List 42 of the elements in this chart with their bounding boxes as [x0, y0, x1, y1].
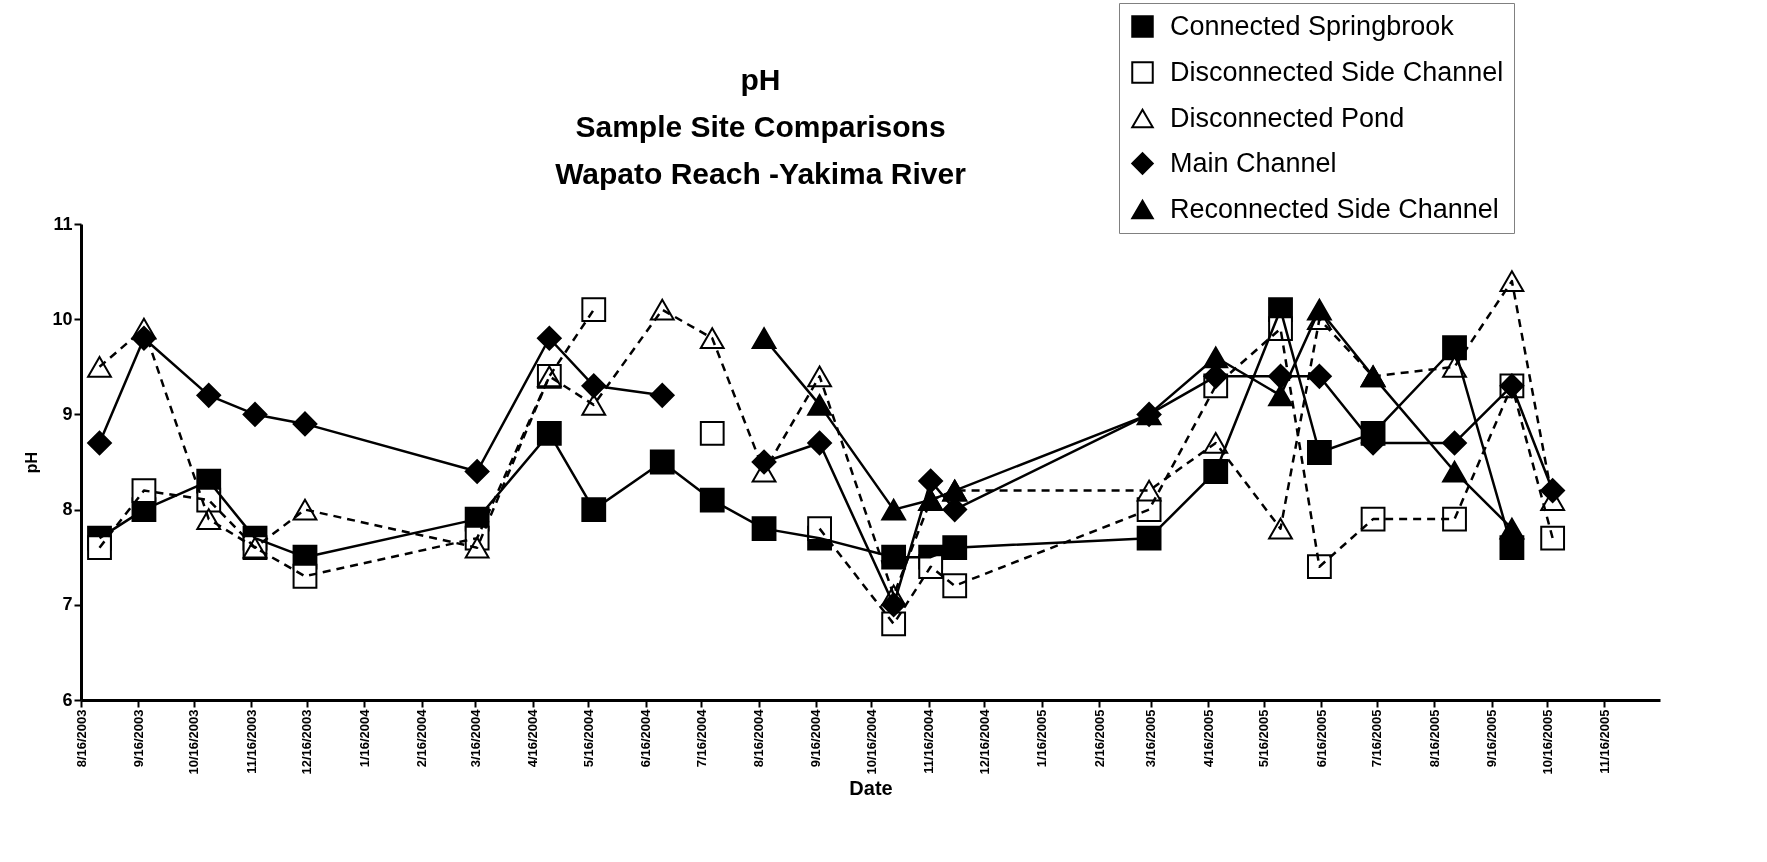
y-tick-label: 8 [62, 499, 73, 520]
y-tick-label: 7 [62, 594, 73, 615]
legend-label: Main Channel [1170, 147, 1337, 178]
legend-label: Disconnected Side Channel [1170, 56, 1504, 87]
x-tick-label: 10/16/2003 [186, 709, 202, 775]
x-tick-label: 9/16/2004 [808, 708, 824, 768]
x-tick-label: 3/16/2005 [1143, 709, 1159, 768]
x-tick-label: 6/16/2004 [638, 708, 654, 768]
x-tick-label: 8/16/2003 [73, 709, 89, 768]
x-tick-label: 5/16/2005 [1256, 709, 1272, 768]
x-tick-label: 11/16/2005 [1596, 709, 1612, 774]
x-tick-label: 12/16/2004 [976, 708, 992, 775]
x-tick-label: 4/16/2005 [1200, 709, 1216, 768]
x-tick-label: 3/16/2004 [467, 708, 483, 768]
legend-label: Disconnected Pond [1170, 102, 1405, 133]
x-tick-label: 5/16/2004 [580, 708, 596, 768]
x-tick-label: 11/16/2004 [921, 708, 937, 774]
x-tick-label: 1/16/2004 [356, 708, 372, 768]
x-tick-label: 12/16/2003 [299, 709, 315, 775]
x-tick-label: 7/16/2004 [693, 708, 709, 768]
y-tick-label: 10 [52, 308, 73, 329]
y-tick-label: 11 [53, 213, 73, 234]
x-tick-label: 9/16/2003 [130, 709, 146, 768]
legend-label: Reconnected Side Channel [1170, 193, 1499, 224]
x-tick-label: 10/16/2005 [1539, 709, 1555, 775]
x-tick-label: 10/16/2004 [863, 708, 879, 775]
chart-title: pH Sample Site Comparisons Wapato Reach -Yakima River [555, 62, 967, 190]
x-tick-label: 11/16/2003 [243, 709, 259, 774]
legend-label: Connected Springbrook [1170, 10, 1455, 41]
y-tick-label: 9 [62, 403, 73, 424]
x-tick-label: 8/16/2004 [751, 708, 767, 768]
x-tick-label: 9/16/2005 [1484, 709, 1500, 768]
x-tick-label: 1/16/2005 [1034, 709, 1050, 768]
x-tick-label: 7/16/2005 [1369, 709, 1385, 768]
x-axis-title: Date [849, 776, 893, 799]
x-tick-label: 6/16/2005 [1313, 709, 1329, 768]
y-tick-label: 6 [62, 689, 73, 710]
x-tick-label: 2/16/2005 [1091, 709, 1107, 768]
x-tick-label: 4/16/2004 [525, 708, 541, 768]
y-axis-title: pH [23, 451, 41, 474]
x-tick-label: 2/16/2004 [414, 708, 430, 768]
x-tick-label: 8/16/2005 [1426, 709, 1442, 768]
